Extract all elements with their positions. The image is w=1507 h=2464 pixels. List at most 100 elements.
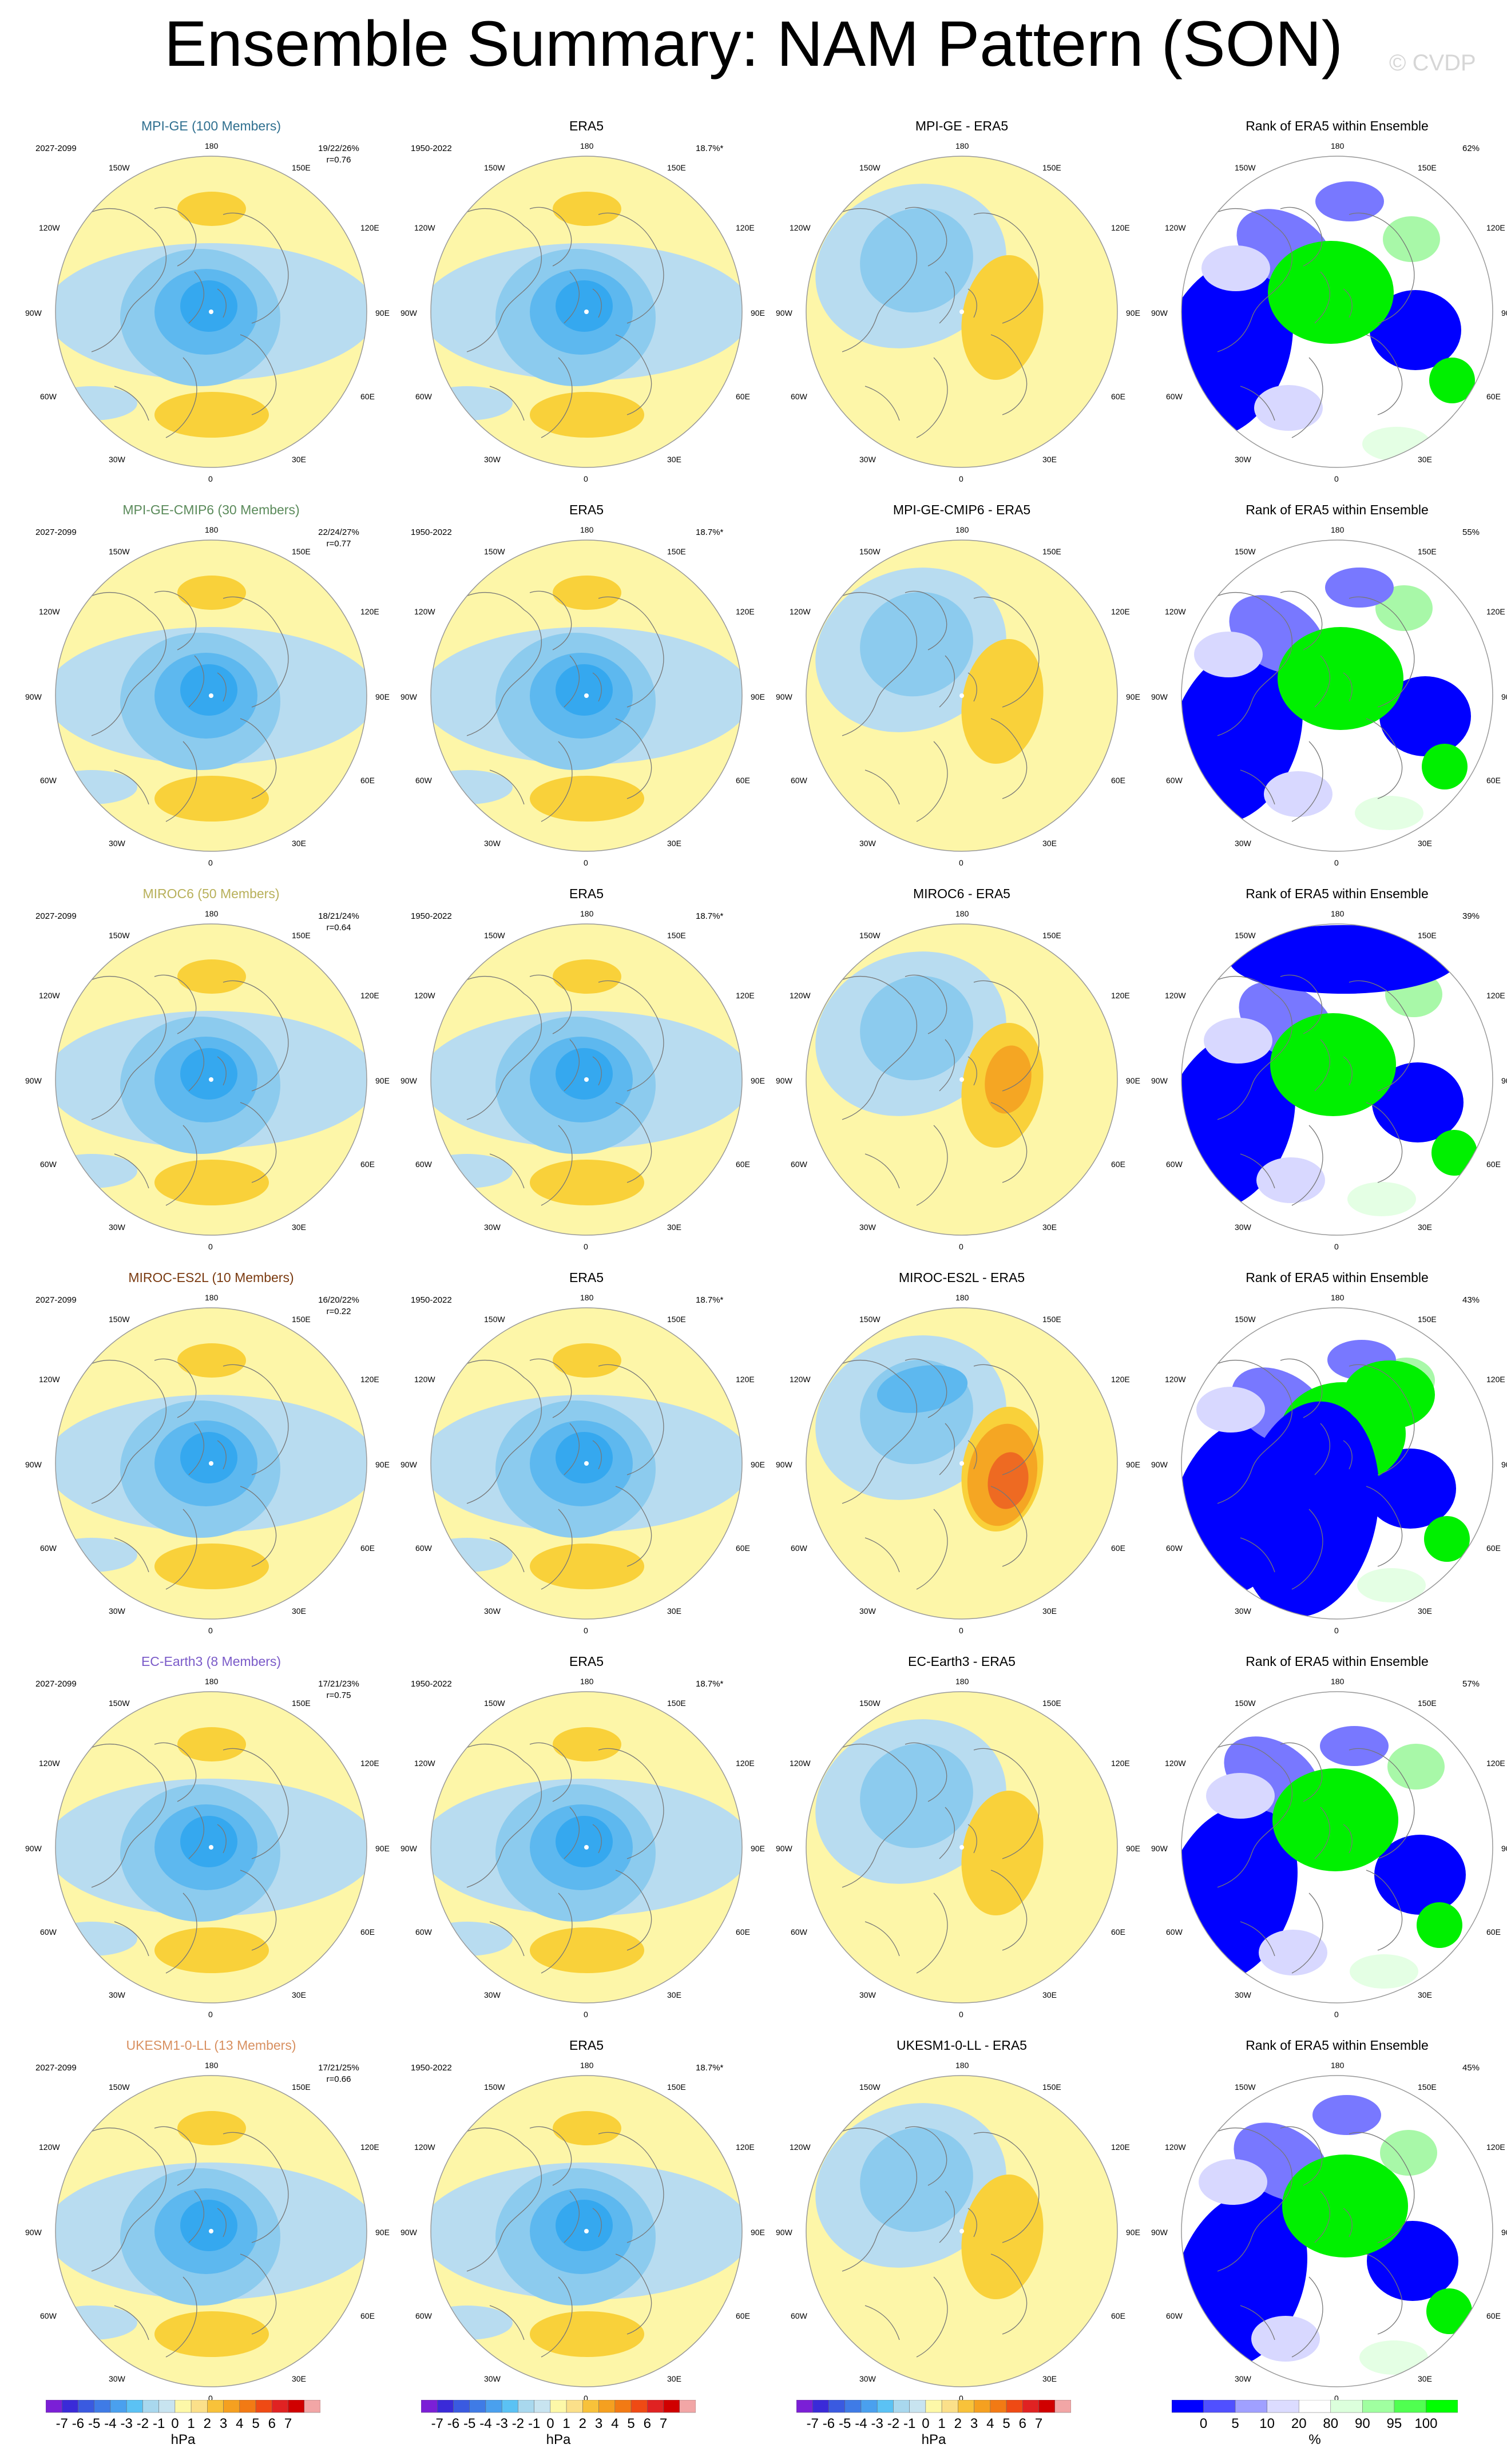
period-label: 2027-2099 [35,527,77,537]
model-panel: 180 0 90W 90E 150W 120W 150E 120E 60W 30W 60E 30E EC… [23,1653,399,2036]
colorbar-swatch [469,2400,486,2413]
colorbar-difference: -7 -6 -5 -4 -3 -2 -1 0 1 2 3 4 5 6 7 hPa [796,2400,1071,2463]
colorbar-swatch [1330,2400,1363,2413]
rank-region [1357,1568,1426,1602]
longitude-label: 60E [360,776,375,785]
longitude-label: 150W [109,163,130,172]
map-boundary [430,156,743,468]
longitude-label: 60E [736,1544,750,1553]
longitude-label: 120W [39,607,60,616]
longitude-label: 120W [1165,607,1186,616]
longitude-label: 180 [1331,1677,1345,1686]
colorbar-swatch [925,2400,942,2413]
rank-percent: 43% [1462,1295,1480,1305]
colorbar-swatch [142,2400,159,2413]
colorbar-swatch [812,2400,829,2413]
longitude-label: 60W [1166,1927,1183,1937]
longitude-label: 60E [1486,1544,1501,1553]
longitude-label: 120E [1486,1375,1505,1384]
colorbar-unit: hPa [546,2432,571,2447]
colorbar-tick-label: 7 [1034,2416,1043,2431]
model-map [55,156,367,468]
colorbar-swatch [46,2400,62,2413]
diff-map [806,1691,1118,2003]
colorbar-swatch [1235,2400,1267,2413]
rank-region [1256,1157,1325,1203]
longitude-label: 90W [400,1460,417,1469]
longitude-label: 120E [360,1759,379,1768]
colorbar-swatch [1203,2400,1236,2413]
longitude-label: 180 [205,2061,219,2070]
longitude-label: 90E [375,692,390,701]
longitude-label: 30E [1042,1990,1057,1999]
longitude-label: 60E [1111,2311,1125,2320]
model-panel: 180 0 90W 90E 150W 120W 150E 120E 60W 30W 60E 30E MI… [23,1269,399,1652]
longitude-label: 90W [1151,692,1168,701]
longitude-label: 30W [109,1606,125,1616]
map-boundary [430,539,743,852]
era5-variance: 18.7%* [696,1295,724,1305]
longitude-label: 30W [484,1223,501,1232]
longitude-label: 150E [667,2082,686,2092]
longitude-label: 90W [776,2228,792,2237]
rank-region [1264,771,1332,817]
longitude-label: 60W [791,392,807,401]
map-boundary [430,1307,743,1620]
longitude-label: 0 [959,2010,963,2019]
longitude-label: 90E [375,1076,390,1085]
longitude-label: 150W [109,547,130,556]
rank-percent: 55% [1462,527,1480,537]
longitude-label: 90W [400,2228,417,2237]
north-pole-marker [959,1077,964,1082]
longitude-label: 120W [414,2142,435,2152]
orange-contour [530,2311,644,2357]
longitude-label: 120E [360,607,379,616]
longitude-label: 180 [955,1293,969,1302]
model-map [55,539,367,852]
longitude-label: 90E [375,2228,390,2237]
longitude-label: 120W [414,607,435,616]
longitude-label: 150E [667,931,686,940]
pattern-correlation: r=0.76 [326,155,351,165]
longitude-label: 90E [1126,692,1140,701]
longitude-label: 150E [1418,163,1437,172]
longitude-label: 30W [484,1606,501,1616]
diff-map [806,1307,1118,1620]
difference-panel-title: MPI-GE-CMIP6 - ERA5 [893,502,1031,517]
longitude-label: 0 [584,2394,588,2403]
longitude-label: 60W [1166,1544,1183,1553]
longitude-label: 60E [360,1927,375,1937]
colorbar-tick-label: 2 [954,2416,962,2431]
longitude-label: 180 [1331,141,1345,150]
colorbar-swatch [304,2400,320,2413]
longitude-label: 150W [109,931,130,940]
colorbar-tick-label: 3 [594,2416,603,2431]
longitude-label: 150W [859,931,881,940]
longitude-label: 0 [208,1242,213,1251]
longitude-label: 150W [859,547,881,556]
period-label: 2027-2099 [35,144,77,153]
longitude-label: 60E [736,2311,750,2320]
longitude-label: 0 [959,474,963,483]
colorbar-tick-label: 4 [236,2416,244,2431]
difference-panel-title: EC-Earth3 - ERA5 [908,1654,1016,1669]
rank-map [1181,1307,1493,1620]
period-label: 2027-2099 [35,911,77,921]
longitude-label: 180 [955,141,969,150]
longitude-label: 180 [580,909,594,918]
longitude-label: 120E [736,991,755,1000]
longitude-label: 120E [1486,223,1505,232]
orange-contour [530,776,644,822]
longitude-label: 120W [39,223,60,232]
longitude-label: 180 [205,1293,219,1302]
rank-map [1181,539,1493,852]
model-panel-title: EC-Earth3 (8 Members) [141,1654,281,1669]
longitude-label: 60E [360,392,375,401]
longitude-label: 150W [1235,1315,1256,1324]
longitude-label: 120E [736,2142,755,2152]
rank-region [1374,1835,1466,1915]
longitude-label: 150W [484,547,505,556]
colorbar-tick-label: 2 [578,2416,587,2431]
colorbar-tick-label: -6 [447,2416,460,2431]
north-pole-marker [209,310,213,314]
